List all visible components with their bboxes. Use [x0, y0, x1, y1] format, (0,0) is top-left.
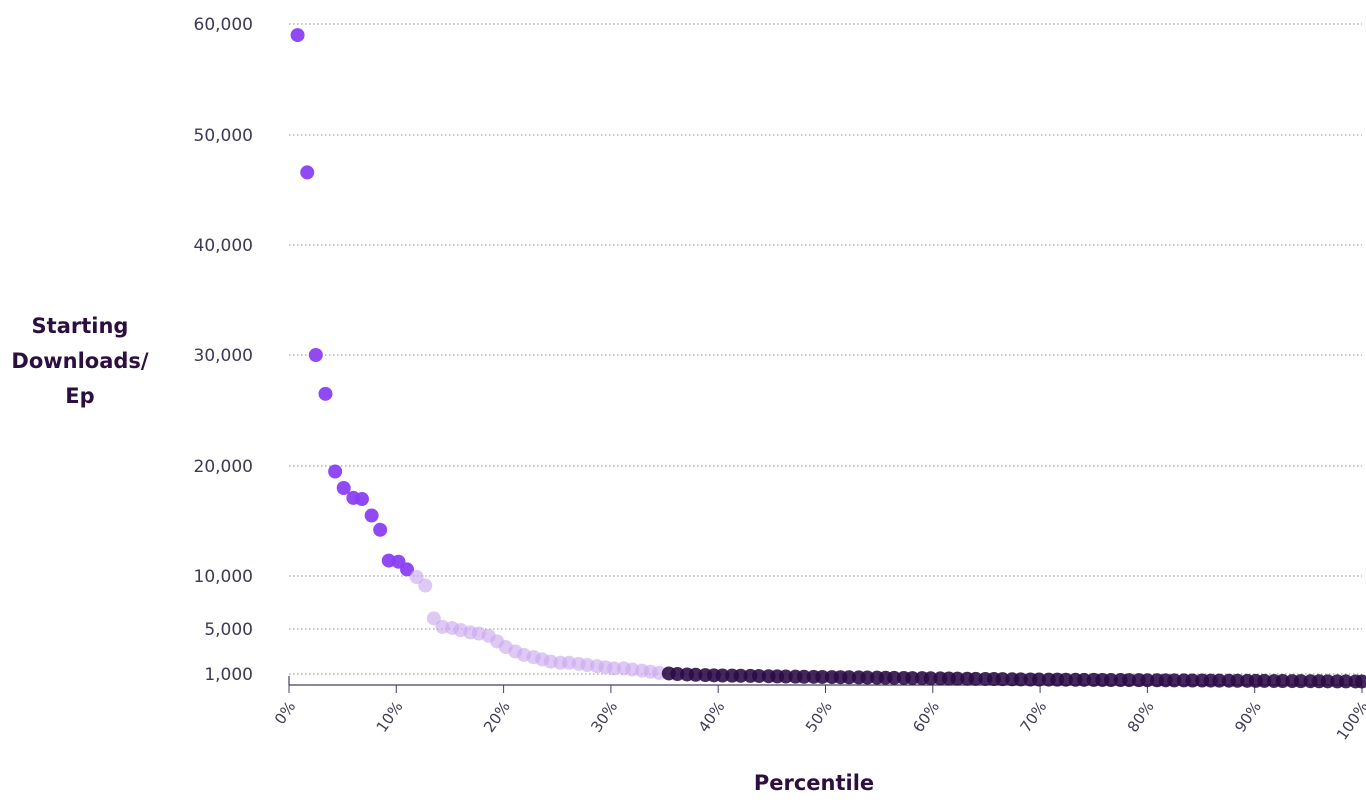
data-point-middle: [418, 578, 433, 593]
data-point-bottom: [797, 669, 812, 684]
data-point-bottom: [1167, 673, 1182, 688]
x-tick-label: 30%: [587, 698, 621, 736]
data-point-bottom: [733, 668, 748, 683]
y-tick-label: 20,000: [194, 457, 253, 477]
y-tick-label: 1,000: [204, 665, 253, 685]
y-tick-label: 50,000: [194, 126, 253, 146]
data-point-bottom: [815, 669, 830, 684]
data-point-bottom: [1185, 673, 1200, 688]
data-point-top: [328, 464, 343, 479]
y-tick-label: 30,000: [194, 346, 253, 366]
data-point-bottom: [1212, 673, 1227, 688]
gridlines: [289, 23, 1362, 675]
data-point-top: [308, 348, 323, 362]
x-tick-label: 0%: [271, 698, 299, 728]
data-point-bottom: [995, 672, 1010, 687]
data-point-bottom: [1230, 673, 1245, 688]
x-tick-label: 60%: [909, 698, 943, 736]
data-point-bottom: [1058, 672, 1073, 687]
y-axis-title-line-3: Ep: [65, 384, 94, 408]
data-point-middle: [409, 570, 424, 585]
data-point-bottom: [1275, 674, 1290, 689]
data-point-top: [400, 562, 415, 577]
data-points: [290, 28, 1366, 689]
data-point-bottom: [950, 671, 965, 686]
data-point-middle: [426, 611, 441, 626]
x-tick-label: 50%: [802, 698, 836, 736]
x-tick-labels: 0% 10% 20% 30% 40% 50% 60% 70% 80% 90% 100%: [271, 698, 1366, 743]
data-point-middle: [607, 661, 622, 676]
x-tick-label: 90%: [1231, 698, 1265, 736]
data-point-top: [354, 492, 369, 506]
data-point-bottom: [1103, 672, 1118, 687]
x-tick-label: 10%: [373, 698, 407, 736]
data-point-bottom: [1320, 674, 1335, 689]
data-point-top: [290, 28, 305, 43]
data-point-top: [300, 165, 315, 180]
data-point-bottom: [1293, 674, 1308, 689]
data-point-bottom: [1338, 674, 1353, 689]
y-tick-label: 60,000: [194, 15, 253, 35]
y-axis-title-line-2: Downloads/: [11, 349, 149, 373]
data-point-top: [318, 386, 333, 401]
y-tick-label: 40,000: [194, 236, 253, 256]
y-axis-title-line-1: Starting: [32, 314, 129, 338]
data-point-bottom: [887, 670, 902, 685]
data-point-top: [364, 508, 379, 523]
data-point-bottom: [923, 671, 938, 686]
data-point-bottom: [715, 668, 730, 683]
data-point-top: [373, 522, 388, 537]
data-point-bottom: [905, 671, 920, 686]
x-axis-title: Percentile: [754, 771, 874, 795]
data-point-top: [336, 481, 351, 495]
data-point-bottom: [1013, 672, 1028, 687]
data-point-bottom: [778, 669, 793, 684]
x-tick-label: 100%: [1333, 698, 1366, 743]
data-point-bottom: [968, 671, 983, 686]
data-point-bottom: [1032, 672, 1047, 687]
y-tick-labels: 1,000 5,000 10,000 20,000 30,000 40,000 50,000…: [194, 15, 253, 685]
y-tick-label: 5,000: [204, 620, 253, 640]
data-point-bottom: [842, 670, 857, 685]
y-tick-label: 10,000: [194, 567, 253, 587]
data-point-bottom: [1257, 673, 1272, 688]
x-tick-label: 80%: [1124, 698, 1158, 736]
data-point-bottom: [1355, 674, 1366, 689]
data-point-bottom: [1122, 673, 1137, 688]
data-point-bottom: [860, 670, 875, 685]
x-tick-label: 40%: [695, 698, 729, 736]
x-tick-label: 20%: [480, 698, 514, 736]
data-point-bottom: [1077, 672, 1092, 687]
data-point-bottom: [1140, 673, 1155, 688]
x-tick-label: 70%: [1017, 698, 1051, 736]
